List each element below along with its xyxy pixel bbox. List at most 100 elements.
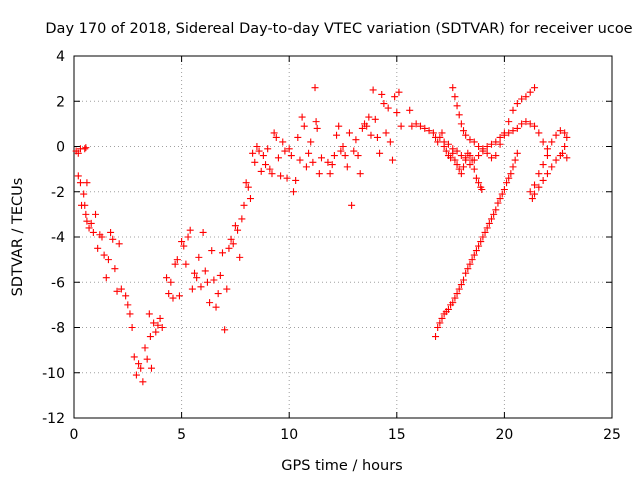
data-point (83, 217, 91, 225)
data-point (386, 138, 394, 146)
data-point (262, 161, 270, 169)
data-point (206, 299, 214, 307)
data-point (543, 145, 551, 153)
data-point (462, 156, 470, 164)
data-point (249, 149, 257, 157)
x-tick-label: 0 (70, 427, 79, 443)
data-point (182, 260, 190, 268)
data-point (466, 161, 474, 169)
data-point (526, 88, 534, 96)
data-point (87, 219, 95, 227)
data-point (236, 253, 244, 261)
data-point (367, 131, 375, 139)
data-point (264, 145, 272, 153)
data-point (526, 120, 534, 128)
data-point (165, 290, 173, 298)
data-point (212, 303, 220, 311)
data-point (348, 201, 356, 209)
data-point (154, 321, 162, 329)
data-point (535, 129, 543, 137)
data-point (472, 174, 480, 182)
data-point (76, 179, 84, 187)
data-point (147, 364, 155, 372)
y-tick-label: -12 (42, 411, 65, 427)
data-point (82, 144, 90, 152)
data-point (274, 154, 282, 162)
data-point (451, 93, 459, 101)
data-point (302, 163, 310, 171)
data-point (470, 156, 478, 164)
data-point (255, 147, 263, 155)
data-point (311, 84, 319, 92)
data-point (365, 113, 373, 121)
data-point (449, 145, 457, 153)
data-point (139, 378, 147, 386)
data-point (522, 93, 530, 101)
data-point (141, 344, 149, 352)
data-point (429, 129, 437, 137)
data-point (335, 122, 343, 130)
data-point (225, 244, 233, 252)
data-point (257, 167, 265, 175)
data-point (298, 113, 306, 121)
data-point (317, 154, 325, 162)
data-point (240, 201, 248, 209)
data-point (455, 165, 463, 173)
data-point (270, 129, 278, 137)
data-point (191, 269, 199, 277)
data-point (184, 233, 192, 241)
data-point (287, 152, 295, 160)
data-point (180, 242, 188, 250)
data-point (199, 228, 207, 236)
data-point (548, 138, 556, 146)
data-point (492, 206, 500, 214)
x-tick-label: 20 (495, 427, 513, 443)
data-point (518, 120, 526, 128)
data-point (208, 247, 216, 255)
data-point (279, 138, 287, 146)
data-point (227, 235, 235, 243)
data-point (277, 172, 285, 180)
data-point (543, 170, 551, 178)
data-point (356, 170, 364, 178)
data-point (378, 90, 386, 98)
data-point (234, 226, 242, 234)
data-point (468, 256, 476, 264)
data-point (487, 154, 495, 162)
data-point (156, 314, 164, 322)
data-point (478, 185, 486, 193)
data-point (563, 133, 571, 141)
data-point (434, 324, 442, 331)
y-axis-label: SDTVAR / TECUs (10, 178, 26, 297)
data-point (102, 274, 110, 282)
data-point (444, 140, 452, 148)
data-point (548, 163, 556, 171)
data-point (500, 129, 508, 137)
data-point (296, 156, 304, 164)
data-point (479, 145, 487, 153)
data-point (266, 165, 274, 173)
data-point (223, 285, 231, 293)
data-point (455, 285, 463, 293)
data-point (339, 143, 347, 150)
data-point (505, 174, 513, 182)
data-point (457, 152, 465, 160)
data-point (483, 224, 491, 232)
data-point (539, 138, 547, 146)
data-point (509, 106, 517, 114)
data-point (195, 253, 203, 261)
data-point (412, 120, 420, 128)
data-point (380, 100, 388, 108)
data-point (496, 140, 504, 148)
data-point (111, 265, 119, 273)
data-point (128, 324, 136, 331)
data-point (373, 133, 381, 141)
data-point (531, 84, 539, 92)
data-point (531, 122, 539, 130)
data-point (492, 152, 500, 160)
data-point (526, 188, 534, 196)
data-point (238, 215, 246, 223)
data-point (561, 143, 569, 150)
chart-title: Day 170 of 2018, Sidereal Day-to-day VTE… (45, 21, 632, 37)
data-point (337, 147, 345, 155)
